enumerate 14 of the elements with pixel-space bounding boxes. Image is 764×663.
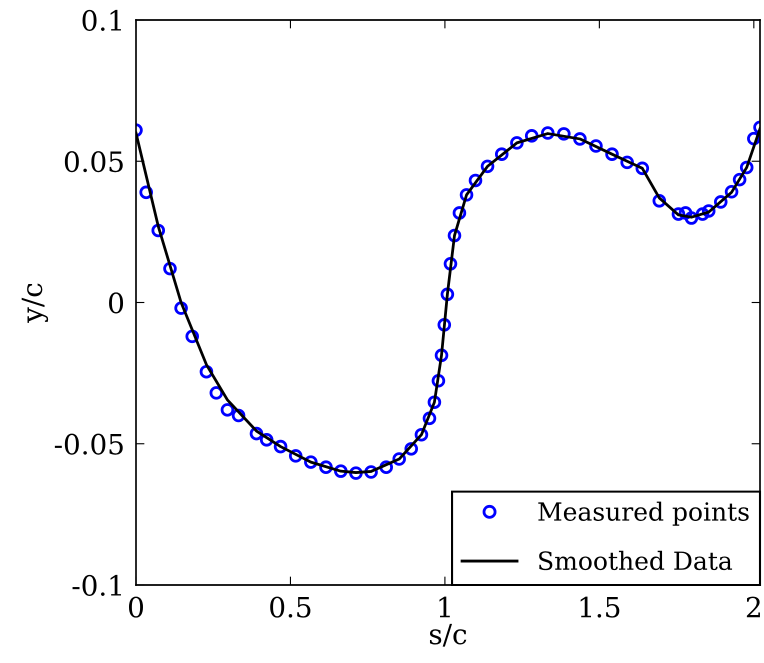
y-tick-label: 0 (109, 292, 124, 314)
y-axis-title: y/c (22, 283, 48, 323)
x-tick-label: 2 (746, 596, 760, 618)
x-tick-label: 0 (128, 596, 143, 618)
x-axis-title: s/c (430, 624, 466, 647)
y-tick-label: -0.1 (72, 574, 121, 596)
y-tick-label: 0.1 (82, 10, 121, 31)
x-tick-label: 1.5 (580, 596, 620, 618)
x-tick-label: 1 (439, 596, 450, 618)
x-tick-label: 0.5 (270, 596, 310, 618)
y-tick-label: -0.05 (54, 434, 123, 455)
y-tick-label: 0.05 (64, 151, 123, 172)
legend-label: Measured points (538, 502, 749, 526)
legend-label: Smoothed Data (539, 550, 732, 570)
